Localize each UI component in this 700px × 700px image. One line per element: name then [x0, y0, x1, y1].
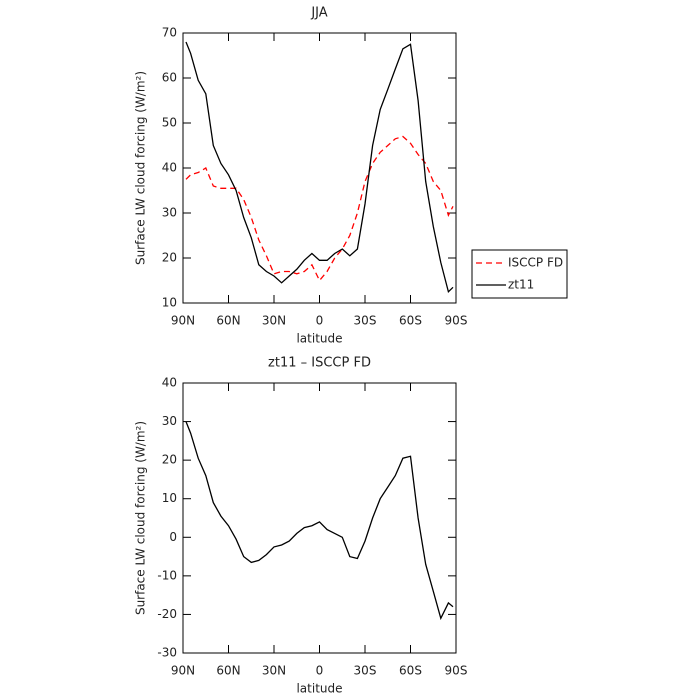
data-line: [185, 421, 454, 621]
y-tick-label: 50: [162, 116, 177, 130]
y-tick-label: 10: [162, 491, 177, 505]
y-tick-label: 10: [162, 296, 177, 310]
y-tick-label: -30: [157, 646, 177, 660]
legend-box: [471, 249, 568, 299]
x-tick-label: 60N: [216, 664, 240, 678]
x-tick-label: 60S: [399, 314, 422, 328]
x-tick-label: 90S: [445, 664, 468, 678]
data-line: [185, 41, 454, 294]
x-tick-label: 30S: [354, 314, 377, 328]
y-tick-label: 30: [162, 414, 177, 428]
y-tick-label: 30: [162, 206, 177, 220]
y-tick-label: 40: [162, 161, 177, 175]
x-axis-label: latitude: [296, 332, 342, 346]
legend-label: zt11: [508, 278, 534, 292]
x-tick-label: 30N: [262, 664, 286, 678]
x-tick-label: 60N: [216, 314, 240, 328]
x-tick-label: 60S: [399, 664, 422, 678]
chart-title: JJA: [310, 6, 327, 21]
y-tick-label: 20: [162, 251, 177, 265]
x-tick-label: 30S: [354, 664, 377, 678]
x-tick-label: 0: [316, 664, 324, 678]
x-tick-label: 90N: [171, 664, 195, 678]
x-tick-label: 0: [316, 314, 324, 328]
y-tick-label: 0: [169, 530, 177, 544]
x-tick-label: 30N: [262, 314, 286, 328]
x-axis-label: latitude: [296, 682, 342, 696]
plot-frame: [182, 382, 457, 654]
y-tick-label: -20: [157, 607, 177, 621]
x-tick-label: 90S: [445, 314, 468, 328]
data-line: [185, 135, 454, 282]
y-tick-label: -10: [157, 568, 177, 582]
y-tick-label: 40: [162, 376, 177, 390]
y-axis-label: Surface LW cloud forcing (W/m²): [134, 421, 148, 615]
chart-title: zt11 – ISCCP FD: [268, 356, 371, 371]
y-tick-label: 60: [162, 71, 177, 85]
y-axis-label: Surface LW cloud forcing (W/m²): [134, 71, 148, 265]
x-tick-label: 90N: [171, 314, 195, 328]
y-tick-label: 20: [162, 453, 177, 467]
y-tick-label: 70: [162, 26, 177, 40]
legend-label: ISCCP FD: [508, 256, 563, 270]
